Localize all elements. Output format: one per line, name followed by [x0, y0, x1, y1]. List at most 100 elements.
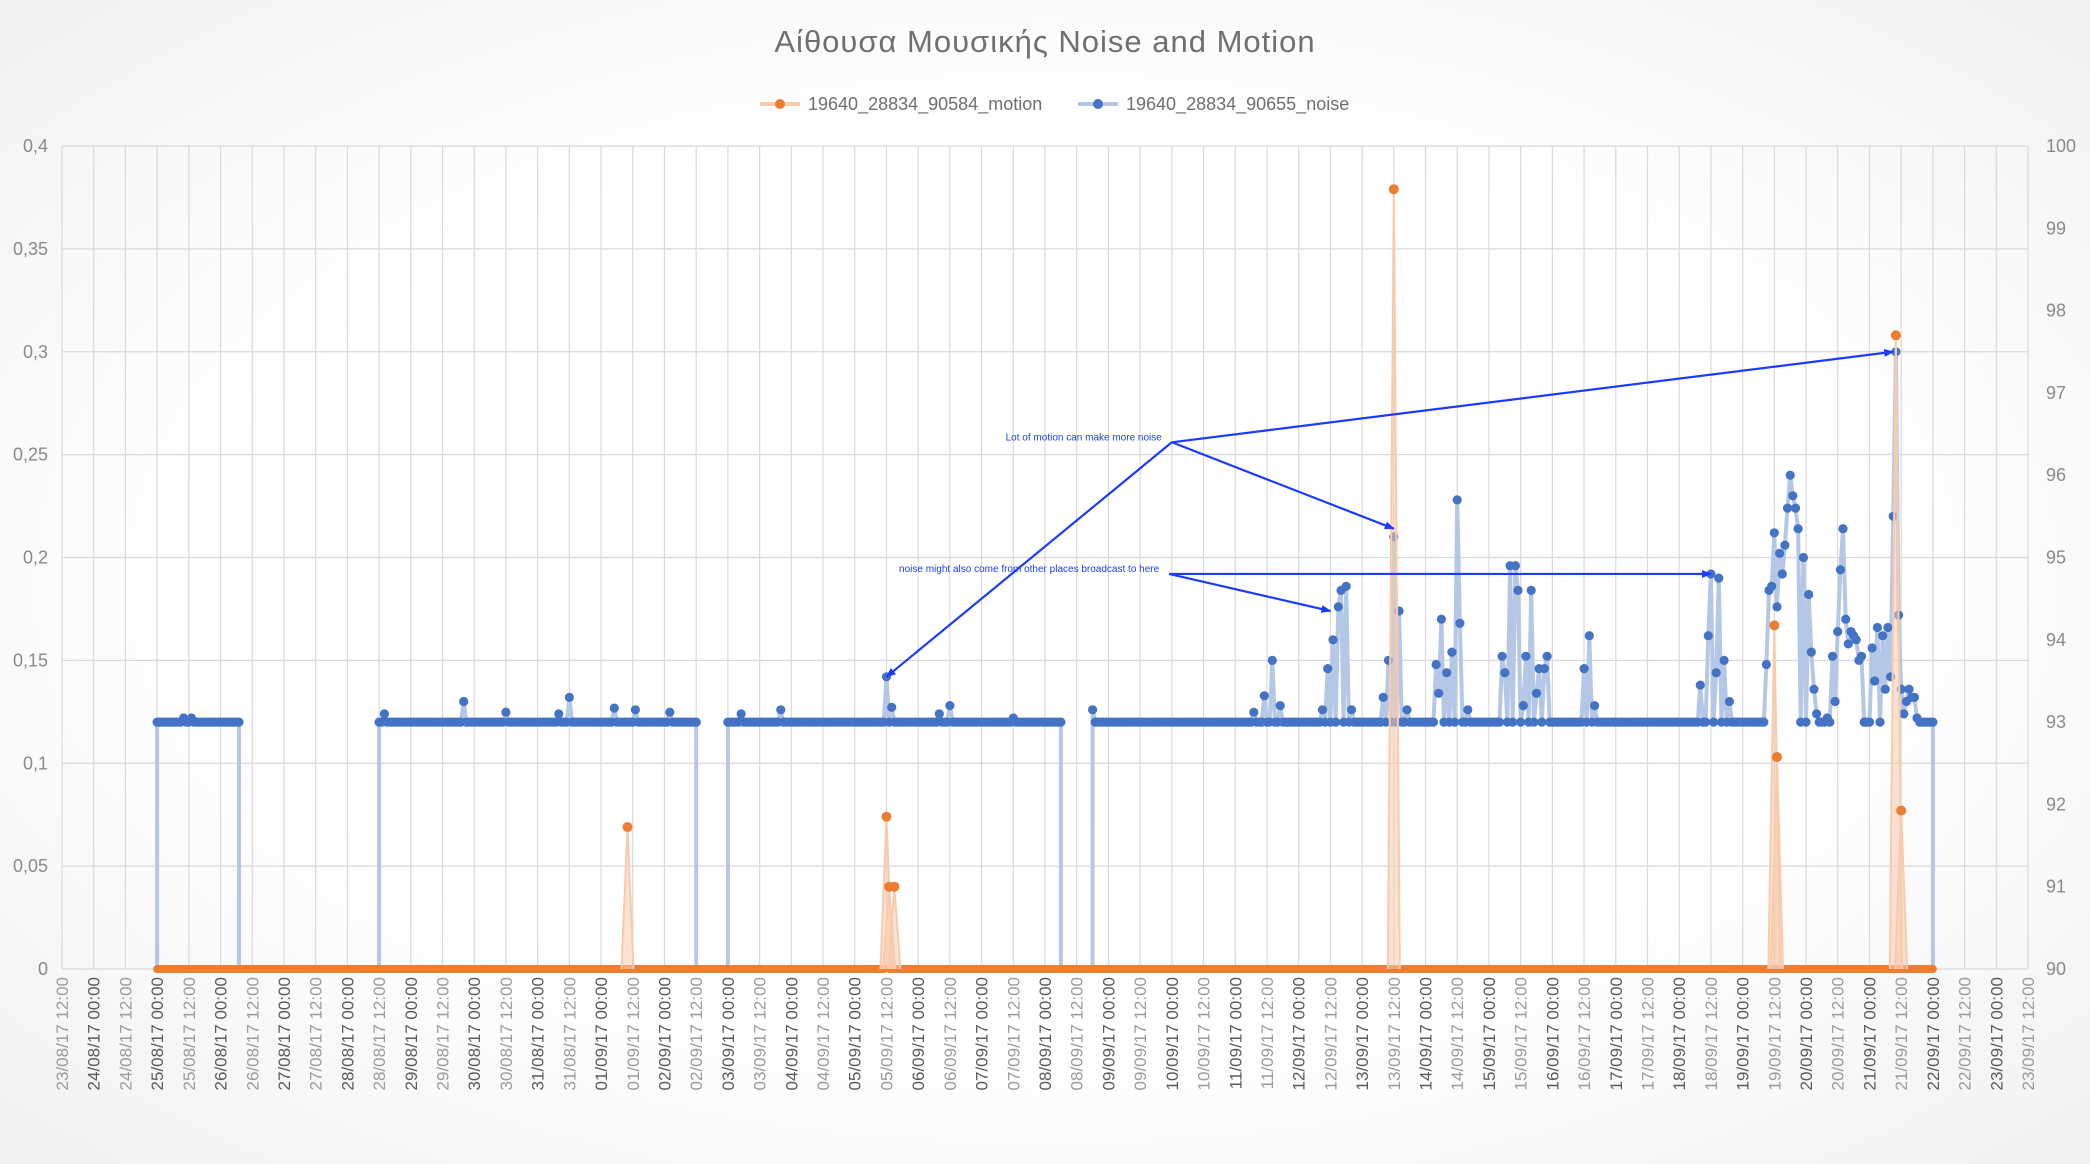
noise-data-point — [1463, 705, 1473, 715]
noise-data-point — [234, 717, 244, 727]
right-axis-tick-label: 91 — [2046, 877, 2066, 897]
noise-data-point — [1856, 651, 1867, 661]
x-axis-tick-label: 18/09/17 12:00 — [1702, 977, 1721, 1090]
x-axis-tick-label: 06/09/17 12:00 — [941, 977, 960, 1090]
x-axis-tick-label: 04/09/17 12:00 — [814, 977, 833, 1090]
noise-data-point — [1812, 709, 1822, 719]
x-axis-tick-label: 11/09/17 00:00 — [1226, 977, 1245, 1089]
motion-data-point — [881, 811, 892, 822]
x-axis-tick-label: 23/09/17 00:00 — [1987, 977, 2006, 1090]
noise-data-point — [736, 709, 746, 719]
noise-data-point — [1769, 528, 1779, 538]
noise-data-point — [1793, 524, 1803, 534]
noise-data-point — [1851, 635, 1861, 645]
noise-data-point — [1323, 664, 1333, 674]
noise-series-line — [155, 716, 242, 970]
annotation-layer: Lot of motion can make more noise noise m… — [885, 348, 1895, 678]
x-axis-tick-label: 13/09/17 12:00 — [1385, 977, 1404, 1090]
legend-entry-label: 19640_28834_90584_motion — [808, 94, 1042, 115]
x-axis-tick-label: 27/08/17 12:00 — [307, 977, 326, 1090]
x-axis-tick-label: 09/09/17 00:00 — [1099, 977, 1118, 1090]
x-axis-tick-label: 10/09/17 00:00 — [1163, 977, 1182, 1090]
motion-spike-line — [620, 826, 635, 970]
noise-data-point — [1328, 635, 1338, 645]
x-axis-tick-label: 27/08/17 00:00 — [275, 977, 294, 1090]
right-axis-tick-label: 98 — [2046, 301, 2066, 321]
motion-data-point — [1769, 620, 1780, 631]
noise-data-point — [665, 707, 675, 717]
x-axis-tick-label: 24/08/17 12:00 — [116, 977, 135, 1090]
annotation-arrow — [1171, 441, 1395, 530]
noise-data-point — [1521, 651, 1531, 661]
noise-data-point — [1447, 647, 1457, 657]
motion-data-point — [1890, 330, 1901, 341]
left-axis-tick-label: 0,4 — [23, 136, 48, 156]
x-axis-tick-label: 09/09/17 12:00 — [1131, 977, 1150, 1090]
right-axis-tick-label: 100 — [2046, 136, 2076, 156]
right-axis-tick-label: 94 — [2046, 630, 2066, 650]
noise-data-point — [1056, 717, 1066, 727]
x-axis-tick-label: 04/09/17 00:00 — [782, 977, 801, 1090]
noise-data-point — [554, 709, 564, 719]
noise-data-point — [1513, 585, 1523, 596]
x-axis-tick-label: 22/09/17 12:00 — [1956, 977, 1975, 1090]
x-axis-tick-label: 01/09/17 12:00 — [624, 977, 643, 1090]
noise-data-point — [1904, 684, 1914, 694]
noise-data-point — [1537, 717, 1547, 727]
noise-data-point — [1798, 552, 1808, 563]
x-axis-tick-label: 21/09/17 00:00 — [1860, 977, 1879, 1090]
left-axis-tick-label: 0,15 — [13, 650, 48, 670]
noise-data-point — [691, 717, 701, 727]
noise-data-point — [945, 701, 955, 711]
noise-data-point — [1500, 668, 1510, 678]
left-axis-tick-label: 0,05 — [13, 856, 48, 876]
x-axis-tick-label: 01/09/17 00:00 — [592, 977, 611, 1090]
noise-data-point — [1759, 717, 1769, 727]
x-axis-tick-label: 15/09/17 00:00 — [1480, 977, 1499, 1090]
noise-data-point — [1249, 707, 1259, 717]
noise-data-point — [1809, 684, 1819, 694]
noise-data-point — [564, 692, 575, 703]
x-axis-tick-label: 06/09/17 00:00 — [909, 977, 928, 1090]
noise-data-point — [1516, 717, 1526, 727]
left-axis-tick-label: 0,3 — [23, 342, 48, 362]
noise-data-point — [1899, 709, 1909, 719]
noise-data-point — [1442, 668, 1452, 678]
x-axis-tick-label: 17/09/17 12:00 — [1638, 977, 1657, 1090]
x-axis-tick-label: 31/08/17 12:00 — [560, 977, 579, 1090]
noise-data-point — [1333, 602, 1343, 612]
x-axis-tick-label: 29/08/17 12:00 — [434, 977, 453, 1090]
x-axis-tick-label: 08/09/17 12:00 — [1068, 977, 1087, 1090]
noise-data-point — [1835, 565, 1845, 575]
left-axis-tick-label: 0,35 — [13, 239, 48, 259]
x-axis-tick-label: 30/08/17 12:00 — [497, 977, 516, 1090]
right-axis-tick-label: 93 — [2046, 712, 2066, 732]
noise-data-point — [1267, 655, 1277, 666]
noise-data-point — [1788, 491, 1798, 501]
annotation-arrow — [1171, 348, 1895, 444]
noise-data-point — [1428, 717, 1438, 727]
x-axis-tick-label: 28/08/17 12:00 — [370, 977, 389, 1090]
left-axis-tick-label: 0,1 — [23, 753, 48, 773]
noise-data-point — [1402, 705, 1412, 715]
noise-data-point — [1431, 659, 1441, 670]
x-axis-tick-label: 15/09/17 12:00 — [1512, 977, 1531, 1090]
noise-data-point — [1870, 676, 1880, 686]
x-axis-tick-label: 29/08/17 00:00 — [402, 977, 421, 1090]
motion-spike-line — [1386, 189, 1401, 970]
noise-data-point — [1833, 627, 1843, 637]
noise-data-point — [1331, 717, 1341, 727]
noise-data-point — [1801, 717, 1811, 727]
noise-data-point — [630, 705, 641, 715]
legend-swatch-marker — [1093, 99, 1103, 109]
noise-data-point — [1708, 717, 1719, 727]
noise-data-point — [1346, 705, 1357, 715]
noise-data-point — [1518, 701, 1528, 711]
x-axis-tick-label: 05/09/17 00:00 — [846, 977, 865, 1090]
right-axis-tick-label: 96 — [2046, 465, 2066, 485]
right-axis-tick-label: 97 — [2046, 383, 2066, 403]
noise-data-point — [1719, 655, 1729, 666]
x-axis-tick-label: 07/09/17 12:00 — [1004, 977, 1023, 1090]
